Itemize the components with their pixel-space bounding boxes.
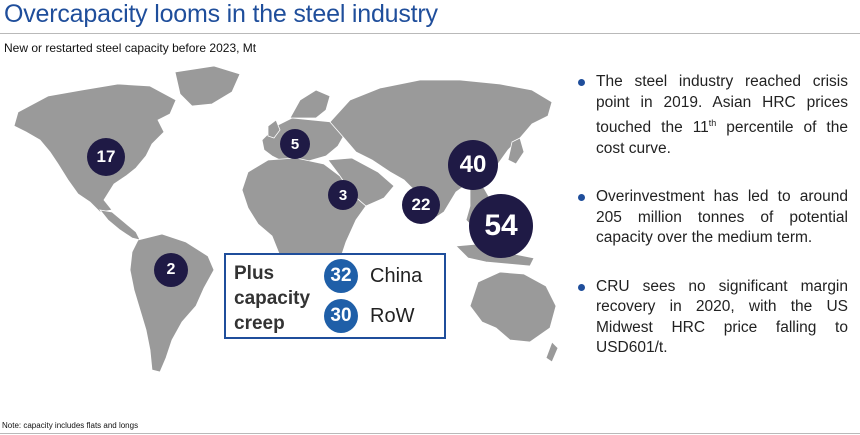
bullet-item: Overinvestment has led to around 205 mil… [578, 187, 848, 249]
bubble-europe: 5 [280, 129, 310, 159]
bullet-item: The steel industry reached crisis point … [578, 72, 848, 159]
bubble-south-america: 2 [154, 253, 188, 287]
page-title: Overcapacity looms in the steel industry [4, 0, 438, 28]
creep-row-row: 30 RoW [324, 298, 414, 334]
bubble-middle-east: 3 [328, 180, 358, 210]
label-line-2: capacity [234, 288, 311, 309]
creep-label-china: China [370, 264, 423, 287]
south-america-shape [129, 233, 215, 373]
label-line-1: Plus [234, 263, 275, 284]
footer-divider [0, 433, 860, 434]
capacity-creep-label: Plus capacity creep [234, 261, 334, 336]
bullet-dot [578, 283, 585, 291]
bubble-india: 22 [402, 186, 440, 224]
bullet-text: Overinvestment has led to around 205 mil… [596, 188, 848, 247]
bullet-dot [578, 194, 585, 202]
creep-value-china: 32 [324, 259, 358, 293]
uk-shape [267, 119, 281, 139]
map-subtitle: New or restarted steel capacity before 2… [4, 41, 257, 55]
bubble-china: 40 [448, 140, 498, 190]
australia-shape [469, 271, 557, 343]
bullet-text: CRU sees no significant margin recovery … [596, 277, 848, 357]
central-america-shape [99, 209, 141, 241]
bubble-north-america: 17 [87, 138, 125, 176]
bullet-item: CRU sees no significant margin recovery … [578, 277, 848, 359]
footnote: Note: capacity includes flats and longs [2, 421, 139, 430]
scandinavia-shape [289, 89, 331, 119]
creep-row-china: 32 China [324, 258, 422, 294]
title-divider [0, 33, 860, 34]
new-zealand-shape [545, 341, 559, 363]
creep-label-row: RoW [370, 304, 415, 327]
label-line-3: creep [234, 313, 285, 334]
capacity-creep-box: Plus capacity creep 32 China 30 RoW [224, 253, 446, 339]
bubble-southeast-asia: 54 [469, 194, 533, 258]
bullet-text: The steel industry reached crisis point … [596, 73, 848, 137]
japan-shape [507, 137, 525, 165]
greenland-shape [174, 65, 241, 107]
creep-value-row: 30 [324, 299, 358, 333]
bullet-dot [578, 79, 585, 86]
bullet-superscript: th [708, 118, 717, 128]
bullet-text-end: percentile of the cost curve. [596, 119, 848, 157]
commentary-bullets: The steel industry reached crisis point … [578, 72, 848, 359]
